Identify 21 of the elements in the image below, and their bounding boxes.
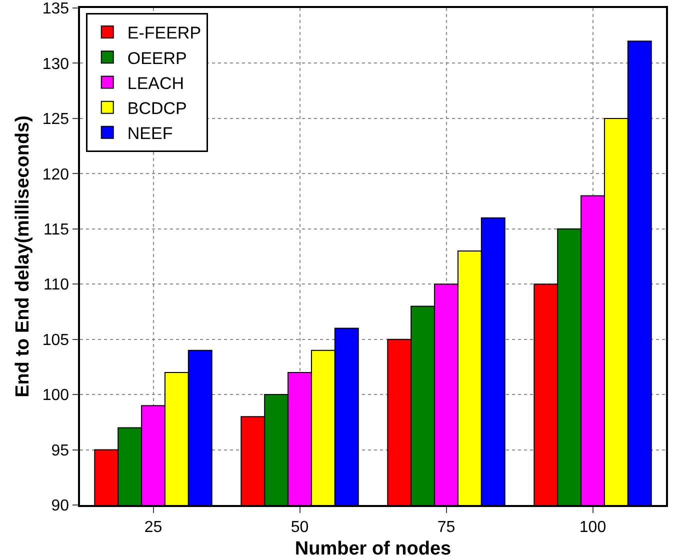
y-tick-label: 135 bbox=[42, 0, 70, 18]
legend-label: LEACH bbox=[127, 74, 184, 93]
y-tick-label: 120 bbox=[42, 166, 70, 184]
y-tick-label: 130 bbox=[42, 56, 70, 73]
x-tick-label: 50 bbox=[290, 518, 309, 536]
legend-label: BCDCP bbox=[127, 98, 187, 118]
y-axis-title: End to End delay(milliseconds) bbox=[12, 116, 34, 398]
y-tick-label: 105 bbox=[42, 332, 70, 349]
y-tick-label: 90 bbox=[51, 498, 70, 515]
y-tick-label: 125 bbox=[42, 111, 70, 128]
y-tick-label: 100 bbox=[42, 387, 70, 404]
legend-label: E-FEERP bbox=[127, 24, 202, 43]
y-tick-label: 110 bbox=[44, 276, 70, 294]
y-tick-label: 115 bbox=[44, 221, 70, 238]
x-axis-title: Number of nodes bbox=[294, 538, 452, 560]
x-tick-label: 25 bbox=[144, 518, 162, 536]
legend-label: NEEF bbox=[127, 124, 173, 144]
x-tick-label: 75 bbox=[437, 518, 456, 536]
x-tick-label: 100 bbox=[579, 518, 606, 536]
legend-label: OEERP bbox=[127, 48, 187, 68]
y-tick-label: 95 bbox=[51, 442, 70, 460]
